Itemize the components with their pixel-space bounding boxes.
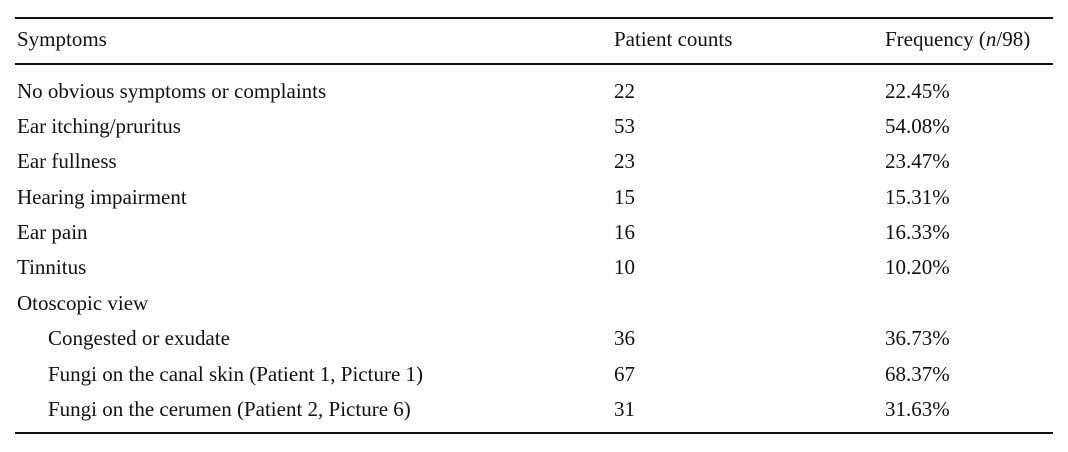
frequency-value: 16.33% (885, 220, 950, 244)
patient-count: 36 (614, 326, 635, 350)
header-patient-counts: Patient counts (614, 27, 733, 51)
symptom-label: Tinnitus (17, 255, 87, 279)
header-frequency-n: n (985, 27, 997, 51)
frequency-value: 31.63% (885, 397, 950, 421)
symptom-label: Congested or exudate (48, 326, 230, 350)
section-label: Otoscopic view (17, 291, 149, 315)
header-symptoms: Symptoms (17, 27, 107, 51)
symptom-label: Ear pain (17, 220, 88, 244)
patient-count: 22 (614, 79, 635, 103)
frequency-value: 36.73% (885, 326, 950, 350)
header-rule (15, 63, 1053, 65)
frequency-value: 22.45% (885, 79, 950, 103)
frequency-value: 15.31% (885, 185, 950, 209)
symptom-label: No obvious symptoms or complaints (17, 79, 327, 103)
frequency-value: 10.20% (885, 255, 950, 279)
header-row: Symptoms Patient counts Frequency (n/98) (0, 24, 1068, 54)
top-rule (15, 17, 1053, 19)
table-row: Fungi on the canal skin (Patient 1, Pict… (0, 359, 1068, 389)
table-row: Ear fullness 23 23.47% (0, 146, 1068, 176)
patient-count: 15 (614, 185, 635, 209)
table-row: No obvious symptoms or complaints 22 22.… (0, 76, 1068, 106)
header-frequency-suffix: /98) (996, 27, 1031, 51)
patient-count: 10 (614, 255, 635, 279)
table-row: Congested or exudate 36 36.73% (0, 323, 1068, 353)
table-row: Tinnitus 10 10.20% (0, 252, 1068, 282)
frequency-value: 54.08% (885, 114, 950, 138)
patient-count: 31 (614, 397, 635, 421)
frequency-value: 68.37% (885, 362, 950, 386)
header-frequency-prefix: Frequency ( (885, 27, 986, 51)
frequency-value: 23.47% (885, 149, 950, 173)
patient-count: 53 (614, 114, 635, 138)
symptom-label: Ear fullness (17, 149, 117, 173)
bottom-rule (15, 432, 1053, 434)
patient-count: 23 (614, 149, 635, 173)
table-row: Hearing impairment 15 15.31% (0, 182, 1068, 212)
table-row: Ear itching/pruritus 53 54.08% (0, 111, 1068, 141)
patient-count: 67 (614, 362, 635, 386)
symptom-label: Hearing impairment (17, 185, 187, 209)
symptom-label: Fungi on the canal skin (Patient 1, Pict… (48, 362, 424, 386)
symptom-label: Fungi on the cerumen (Patient 2, Picture… (48, 397, 411, 421)
header-frequency: Frequency (n/98) (885, 24, 1030, 54)
symptom-label: Ear itching/pruritus (17, 114, 181, 138)
patient-count: 16 (614, 220, 635, 244)
table-row: Fungi on the cerumen (Patient 2, Picture… (0, 394, 1068, 424)
table-section-row: Otoscopic view (0, 288, 1068, 318)
table-row: Ear pain 16 16.33% (0, 217, 1068, 247)
